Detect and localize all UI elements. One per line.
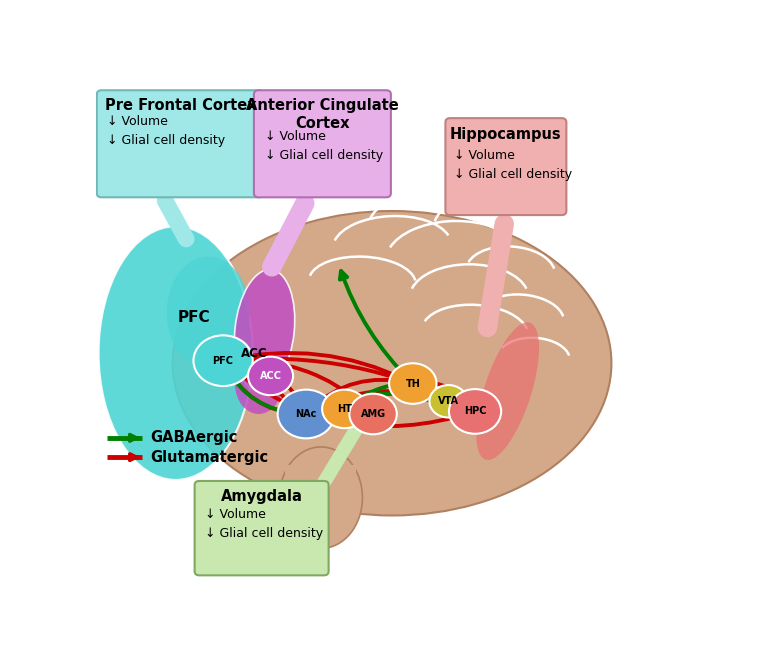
FancyBboxPatch shape: [445, 118, 566, 215]
Circle shape: [248, 357, 293, 395]
Circle shape: [194, 335, 252, 386]
Text: AMG: AMG: [360, 409, 386, 419]
Text: HT: HT: [337, 404, 352, 414]
Text: ↓ Volume
↓ Glial cell density: ↓ Volume ↓ Glial cell density: [454, 149, 572, 181]
Text: Anterior Cingulate
Cortex: Anterior Cingulate Cortex: [246, 98, 399, 130]
Ellipse shape: [279, 447, 363, 548]
Ellipse shape: [477, 322, 539, 460]
Circle shape: [429, 385, 467, 418]
Circle shape: [322, 389, 367, 428]
Text: PFC: PFC: [213, 356, 233, 366]
Ellipse shape: [234, 270, 295, 391]
Ellipse shape: [167, 256, 249, 368]
Circle shape: [350, 393, 397, 434]
Text: Hippocampus: Hippocampus: [450, 127, 562, 142]
Text: PFC: PFC: [177, 310, 210, 325]
Text: ACC: ACC: [241, 347, 268, 360]
FancyBboxPatch shape: [194, 481, 329, 575]
Ellipse shape: [173, 211, 611, 515]
Circle shape: [449, 389, 501, 434]
Circle shape: [389, 363, 437, 404]
Text: Pre Frontal Cortex: Pre Frontal Cortex: [105, 98, 256, 113]
Text: ↓ Volume
↓ Glial cell density: ↓ Volume ↓ Glial cell density: [107, 115, 226, 146]
Polygon shape: [285, 465, 356, 495]
Text: ↓ Volume
↓ Glial cell density: ↓ Volume ↓ Glial cell density: [205, 508, 324, 540]
Text: TH: TH: [405, 378, 420, 389]
Text: Glutamatergic: Glutamatergic: [150, 449, 269, 465]
Text: NAc: NAc: [295, 409, 317, 419]
Text: HPC: HPC: [464, 407, 487, 416]
Text: VTA: VTA: [438, 396, 459, 407]
FancyBboxPatch shape: [254, 90, 391, 197]
Text: ACC: ACC: [259, 371, 282, 381]
Circle shape: [278, 389, 334, 438]
Text: GABAergic: GABAergic: [150, 430, 238, 445]
Ellipse shape: [99, 226, 252, 480]
Text: ↓ Volume
↓ Glial cell density: ↓ Volume ↓ Glial cell density: [265, 130, 382, 162]
FancyBboxPatch shape: [97, 90, 263, 197]
Text: Amygdala: Amygdala: [220, 489, 303, 504]
Ellipse shape: [235, 353, 282, 414]
